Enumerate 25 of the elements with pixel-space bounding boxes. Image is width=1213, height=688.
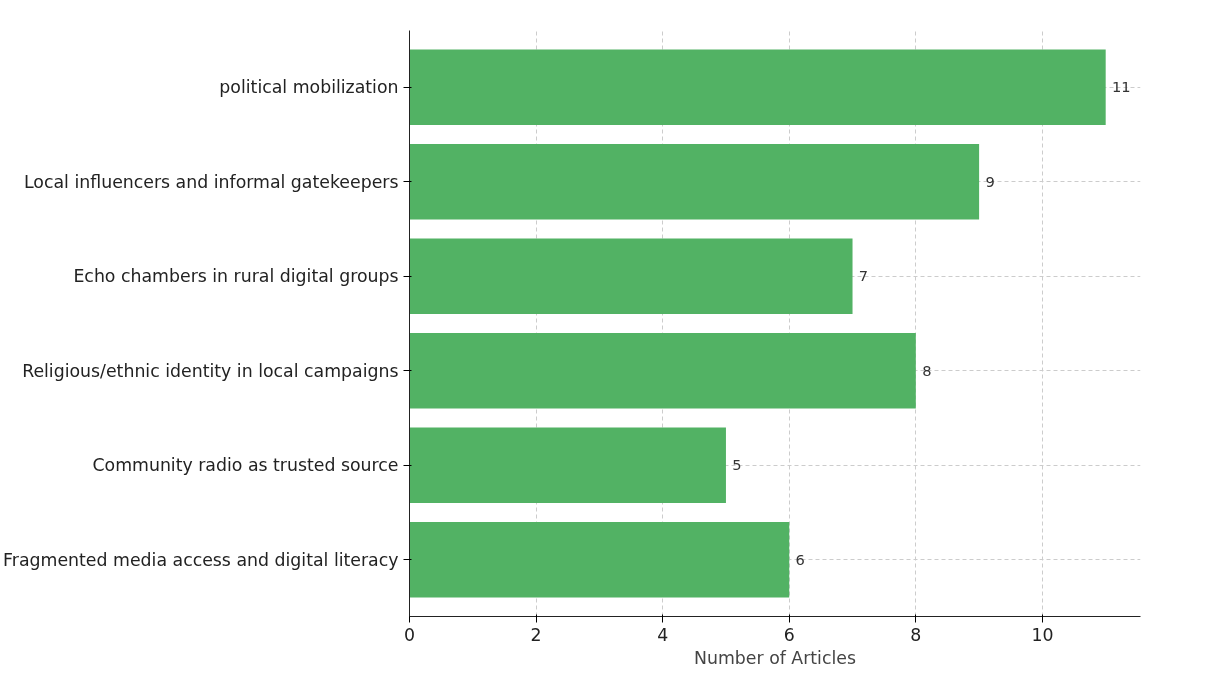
bar — [409, 521, 790, 598]
y-tick-label: Fragmented media access and digital literacy — [3, 549, 399, 570]
data-label: 9 — [985, 172, 995, 190]
y-tick-label: Local influencers and informal gatekeepers — [24, 171, 399, 192]
bar — [409, 238, 853, 315]
data-label: 7 — [858, 267, 869, 285]
data-label: 11 — [1112, 78, 1131, 96]
x-tick-label: 6 — [783, 624, 795, 645]
x-axis-title: Number of Articles — [694, 647, 856, 668]
y-tick-label: Community radio as trusted source — [92, 455, 399, 476]
bar — [409, 427, 726, 504]
bar — [409, 143, 980, 220]
bar — [409, 49, 1106, 126]
y-tick-label: political mobilization — [219, 77, 399, 98]
x-tick-label: 2 — [530, 624, 542, 645]
data-label: 8 — [922, 361, 932, 379]
data-label: 5 — [732, 456, 742, 474]
bar — [409, 332, 916, 409]
x-tick-label: 0 — [403, 624, 416, 645]
data-label: 6 — [795, 550, 805, 568]
x-tick-label: 4 — [657, 624, 669, 645]
y-tick-label: Religious/ethnic identity in local campaigns — [22, 360, 399, 381]
y-tick-label: Echo chambers in rural digital groups — [73, 266, 399, 287]
x-tick-label: 8 — [910, 624, 922, 645]
x-tick-label: 10 — [1031, 624, 1054, 645]
